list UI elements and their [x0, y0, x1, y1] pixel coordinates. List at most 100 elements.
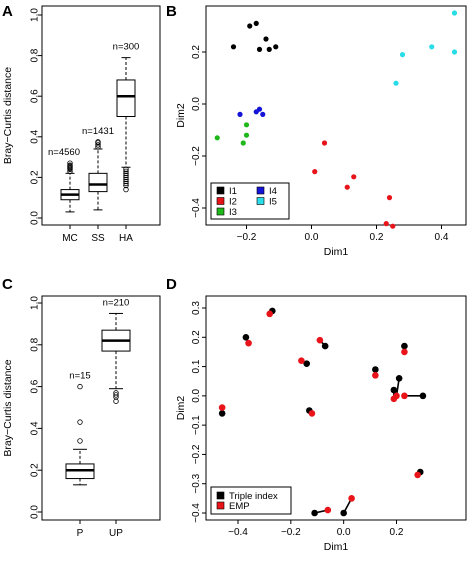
- outlier-point: [123, 166, 129, 172]
- outlier-point: [123, 178, 129, 185]
- point-emp: [245, 339, 252, 347]
- y-axis-label: Bray−Curtis distance: [2, 67, 14, 164]
- y-axis-label: Dim2: [175, 103, 187, 128]
- legend-swatch-i3: [216, 207, 225, 216]
- x-tick-label: −0.4: [228, 527, 248, 538]
- legend-label: EMP: [229, 501, 250, 512]
- point-triple-index: [372, 366, 379, 373]
- legend-swatch-i2: [216, 197, 225, 205]
- plot-frame: [205, 295, 467, 521]
- legend-swatch: [216, 491, 225, 500]
- y-tick-label: −0.4: [191, 503, 202, 523]
- y-tick-label: −0.1: [191, 415, 202, 435]
- chart-a-boxplot: 0.0 0.2 0.4 0.6 0.8 1.0 Bray−Curtis distance MC…: [2, 5, 161, 244]
- point-triple-index: [311, 509, 318, 517]
- point-triple-index: [242, 333, 250, 341]
- point-i5: [451, 10, 458, 16]
- y-tick-label: 0.4: [30, 421, 41, 435]
- point-emp: [348, 495, 355, 502]
- x-tick-label: P: [77, 528, 84, 539]
- outlier-point: [77, 383, 83, 390]
- point-i4: [260, 111, 266, 117]
- y-tick-label: 0.2: [30, 463, 41, 477]
- point-triple-index: [218, 410, 226, 417]
- point-triple-index: [395, 374, 403, 382]
- point-i2: [386, 195, 393, 201]
- outlier-point: [67, 162, 73, 168]
- y-tick-label: 0.4: [30, 129, 41, 143]
- x-axis-label: Dim1: [324, 246, 349, 258]
- point-i5: [451, 49, 458, 55]
- chart-c-boxplot: 0.0 0.2 0.4 0.6 0.8 1.0 Bray−Curtis distance Pn…: [2, 295, 161, 539]
- outlier-point: [123, 176, 129, 183]
- n-label: n=300: [113, 42, 140, 53]
- y-tick-label: 0.6: [30, 89, 41, 103]
- point-i2: [390, 223, 396, 229]
- legend-box: [210, 486, 292, 515]
- x-tick-label: 0.2: [390, 527, 404, 538]
- x-tick-label: 0.2: [370, 232, 384, 243]
- outlier-point: [123, 186, 129, 193]
- point-emp: [316, 336, 324, 344]
- point-i5: [399, 52, 406, 58]
- chart-d-scatter: −0.4 −0.2 0.0 0.2 −0.4 −0.3 −0.2 −0.1 0.0 0.1 0.2 0…: [175, 295, 467, 553]
- point-i2: [351, 174, 357, 180]
- point-emp: [372, 372, 379, 379]
- x-tick-label: 0.0: [337, 527, 351, 538]
- x-tick-label: MC: [62, 233, 78, 244]
- n-label: n=4560: [48, 147, 80, 158]
- outlier-point: [123, 180, 129, 187]
- x-tick-label: HA: [119, 233, 133, 244]
- point-triple-index: [303, 360, 310, 367]
- outlier-point: [113, 390, 119, 396]
- outlier-point: [123, 170, 129, 177]
- y-axis-label: Bray−Curtis distance: [2, 359, 14, 456]
- point-emp: [324, 506, 332, 514]
- point-i5: [429, 44, 435, 50]
- point-i3: [243, 122, 250, 128]
- panel-letter-a: A: [2, 3, 13, 20]
- plot-frame: [41, 5, 161, 226]
- point-i1: [273, 44, 279, 50]
- n-label: n=1431: [82, 126, 114, 137]
- point-emp: [218, 404, 226, 411]
- outlier-point: [77, 419, 83, 425]
- legend-swatch: [216, 501, 225, 510]
- point-emp: [266, 310, 274, 318]
- box-SS: [88, 172, 108, 193]
- y-tick-label: 0.0: [30, 211, 41, 225]
- outlier-point: [95, 139, 101, 145]
- point-i1: [247, 23, 253, 29]
- panel-letter-c: C: [2, 276, 13, 293]
- point-i1: [263, 36, 269, 42]
- outlier-point: [95, 142, 101, 148]
- y-tick-label: −0.2: [191, 444, 202, 464]
- x-tick-label: 0.0: [305, 232, 319, 243]
- y-tick-label: 0.0: [30, 505, 41, 519]
- point-i1: [266, 46, 272, 53]
- panel-letter-b: B: [166, 3, 177, 20]
- box-HA: [116, 79, 136, 117]
- point-i2: [344, 184, 350, 190]
- y-tick-label: 0.6: [30, 379, 41, 393]
- x-axis-label: Dim1: [324, 541, 349, 553]
- point-i4: [256, 106, 263, 112]
- outlier-point: [113, 392, 119, 398]
- point-i2: [312, 169, 318, 175]
- outlier-point: [123, 174, 129, 181]
- plot-frame: [205, 5, 467, 226]
- legend-label-i5: I5: [269, 197, 277, 208]
- point-emp: [308, 410, 316, 417]
- point-triple-index: [390, 386, 398, 394]
- point-triple-index: [321, 342, 329, 350]
- outlier-point: [113, 394, 119, 400]
- point-i5: [393, 80, 399, 86]
- point-i1: [230, 44, 237, 50]
- y-tick-label: 0.0: [191, 388, 202, 402]
- y-tick-label: 0.3: [191, 301, 202, 315]
- outlier-point: [113, 398, 119, 404]
- n-label: n=210: [103, 297, 130, 308]
- panel-letter-d: D: [166, 276, 177, 293]
- x-tick-label: 0.4: [435, 232, 449, 243]
